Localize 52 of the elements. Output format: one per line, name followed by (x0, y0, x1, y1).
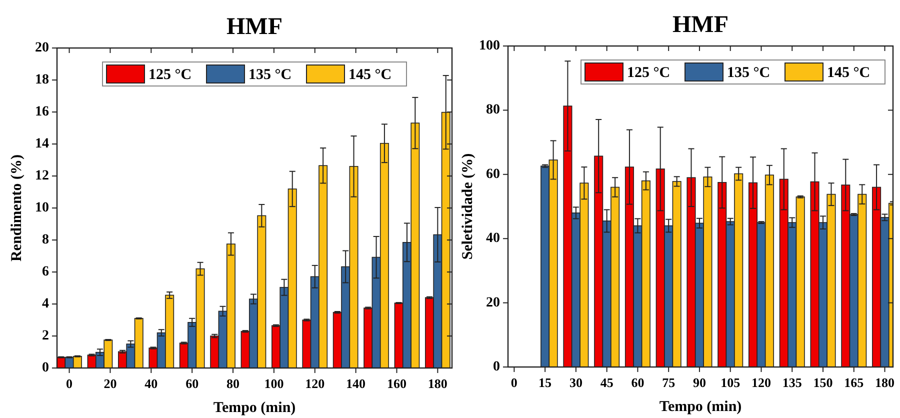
x-tick-label: 120 (305, 376, 325, 391)
legend-label: 135 °C (248, 67, 292, 83)
x-tick-label: 45 (600, 375, 614, 390)
y-tick-label: 2 (42, 328, 49, 344)
x-tick-label: 90 (692, 375, 706, 390)
y-tick-label: 20 (486, 295, 500, 310)
x-tick-label: 180 (875, 375, 895, 390)
y-tick-label: 80 (486, 102, 500, 118)
x-tick-label: 120 (751, 375, 771, 390)
x-tick-label: 80 (226, 376, 240, 391)
y-tick-label: 20 (35, 40, 49, 56)
legend-label: 145 °C (348, 67, 392, 83)
y-axis-title: Rendimento (%) (9, 154, 25, 262)
x-tick-label: 60 (631, 375, 644, 390)
x-tick-label: 15 (538, 375, 552, 390)
y-tick-label: 6 (42, 264, 49, 280)
y-tick-label: 18 (35, 72, 49, 88)
x-tick-label: 0 (66, 376, 73, 391)
y-tick-label: 14 (35, 136, 49, 152)
y-tick-label: 60 (486, 166, 500, 182)
x-tick-label: 165 (844, 375, 864, 390)
legend-label: 125 °C (148, 67, 192, 83)
x-tick-label: 140 (346, 376, 366, 391)
y-tick-label: 100 (479, 38, 500, 54)
x-axis-title: Tempo (min) (659, 399, 742, 415)
y-tick-label: 12 (35, 168, 49, 184)
legend-label: 135 °C (727, 65, 770, 81)
x-tick-label: 30 (569, 375, 582, 390)
x-tick-label: 60 (186, 376, 199, 391)
x-tick-label: 40 (144, 376, 158, 391)
y-tick-label: 0 (493, 360, 500, 374)
x-tick-label: 100 (264, 376, 284, 391)
y-tick-label: 40 (486, 231, 500, 246)
y-tick-label: 8 (42, 232, 49, 248)
x-tick-label: 0 (510, 375, 518, 390)
chart-title: HMF (672, 12, 728, 38)
y-tick-label: 16 (35, 104, 49, 120)
y-tick-label: 4 (42, 296, 49, 312)
y-tick-label: 10 (35, 200, 49, 216)
x-tick-label: 20 (104, 376, 117, 391)
y-axis-title: Seletividade (%) (460, 153, 476, 260)
x-tick-label: 150 (813, 375, 833, 390)
chart-title: HMF (226, 14, 282, 40)
x-tick-label: 75 (662, 375, 676, 390)
x-tick-label: 180 (428, 376, 448, 391)
x-tick-label: 160 (386, 376, 406, 391)
legend-label: 145 °C (827, 65, 870, 81)
y-tick-label: 0 (42, 360, 49, 376)
x-tick-label: 105 (720, 375, 741, 390)
legend-label: 125 °C (627, 65, 670, 81)
x-tick-label: 135 (782, 375, 802, 390)
x-axis-title: Tempo (min) (213, 400, 296, 416)
